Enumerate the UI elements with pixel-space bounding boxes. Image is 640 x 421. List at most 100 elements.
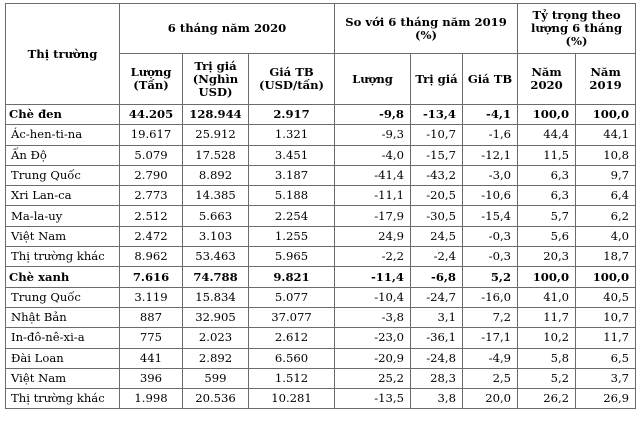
table-row: Trung Quốc 3.119 15.834 5.077 -10,4 -24,7 -16,… bbox=[5, 286, 637, 308]
table-row: Thị trường khác 8.962 53.463 5.965 -2,2 -2,4-… bbox=[5, 246, 637, 268]
cell-share-2019: 6,2 bbox=[575, 205, 637, 227]
cell-cmp-volume: -4,0 bbox=[334, 144, 411, 166]
cell-avg-price: 1.512 bbox=[248, 367, 335, 390]
cell-volume: 775 bbox=[119, 327, 183, 349]
cell-value: 14.385 bbox=[182, 185, 249, 207]
cell-avg-price: 5.077 bbox=[248, 286, 335, 308]
cell-cmp-price: 20,0 bbox=[461, 388, 519, 410]
cell-cmp-volume: -17,9 bbox=[334, 205, 411, 227]
cell-cmp-price: -10,6 bbox=[461, 185, 519, 207]
cell-share-2020: 10,2 bbox=[517, 327, 577, 349]
table-row: Đài Loan 441 2.892 6.560 -20,9 -24,8 -4,9 5,8 6,… bbox=[5, 347, 637, 369]
cell-avg-price: 2.612 bbox=[248, 327, 335, 349]
cell-share-2020: 6,3 bbox=[517, 164, 577, 187]
cell-cmp-price: 2,5 bbox=[461, 367, 519, 390]
cell-volume: 1.998 bbox=[119, 388, 183, 410]
cell-share-2020: 11,5 bbox=[517, 144, 577, 166]
cell-cmp-volume: -20,9 bbox=[334, 347, 411, 369]
cell-avg-price: 10.281 bbox=[248, 388, 335, 410]
cell-cmp-value: -24,8 bbox=[410, 347, 463, 369]
table-row: Nhật Bản 887 32.905 37.077 -3,8 3,1 7,2 11,7 10,… bbox=[5, 306, 637, 329]
cell-market: Thị trường khác bbox=[5, 388, 120, 410]
cell-cmp-volume: -9,8 bbox=[334, 103, 411, 126]
cell-market: Chè xanh bbox=[5, 266, 120, 288]
cell-cmp-volume: 25,2 bbox=[334, 367, 411, 390]
cell-share-2020: 5,8 bbox=[517, 347, 577, 369]
cell-market: Ấn Độ bbox=[5, 144, 120, 166]
cell-market: Trung Quốc bbox=[5, 164, 120, 187]
cell-value: 3.103 bbox=[182, 225, 249, 248]
cell-cmp-volume: -23,0 bbox=[334, 327, 411, 349]
header-year-2020: Năm 2020 bbox=[517, 53, 577, 105]
table-row: Ấn Độ 5.079 17.528 3.451 -4,0 -15,7 -12,1 11,5 1… bbox=[5, 144, 637, 166]
cell-share-2019: 10,7 bbox=[575, 306, 637, 329]
cell-cmp-price: 5,2 bbox=[461, 266, 519, 288]
cell-volume: 2.790 bbox=[119, 164, 183, 187]
cell-share-2020: 41,0 bbox=[517, 286, 577, 308]
cell-value: 32.905 bbox=[182, 306, 249, 329]
cell-cmp-price: -4,9 bbox=[461, 347, 519, 369]
cell-cmp-value: -2,4 bbox=[410, 246, 463, 268]
header-year-2019: Năm 2019 bbox=[575, 53, 637, 105]
cell-share-2020: 6,3 bbox=[517, 185, 577, 207]
cell-volume: 2.773 bbox=[119, 185, 183, 207]
cell-value: 8.892 bbox=[182, 164, 249, 187]
cell-share-2020: 5,7 bbox=[517, 205, 577, 227]
cell-share-2020: 100,0 bbox=[517, 266, 577, 288]
cell-volume: 8.962 bbox=[119, 246, 183, 268]
cell-avg-price: 3.451 bbox=[248, 144, 335, 166]
cell-market: Việt Nam bbox=[5, 225, 120, 248]
cell-avg-price: 3.187 bbox=[248, 164, 335, 187]
cell-share-2019: 40,5 bbox=[575, 286, 637, 308]
cell-cmp-volume: 24,9 bbox=[334, 225, 411, 248]
cell-avg-price: 1.321 bbox=[248, 124, 335, 146]
cell-cmp-price: -17,1 bbox=[461, 327, 519, 349]
cell-volume: 44.205 bbox=[119, 103, 183, 126]
cell-market: In-đô-nê-xi-a bbox=[5, 327, 120, 349]
table-row: Việt Nam 2.472 3.103 1.255 24,9 24,5 -0,3 5,6 4,… bbox=[5, 225, 637, 248]
cell-cmp-value: -10,7 bbox=[410, 124, 463, 146]
cell-volume: 396 bbox=[119, 367, 183, 390]
cell-share-2019: 11,7 bbox=[575, 327, 637, 349]
cell-market: Việt Nam bbox=[5, 367, 120, 390]
cell-volume: 3.119 bbox=[119, 286, 183, 308]
cell-share-2019: 100,0 bbox=[575, 103, 637, 126]
header-avg-price: Giá TB (USD/tấn) bbox=[248, 53, 335, 105]
cell-value: 2.892 bbox=[182, 347, 249, 369]
cell-value: 5.663 bbox=[182, 205, 249, 227]
cell-cmp-value: -30,5 bbox=[410, 205, 463, 227]
header-market: Thị trường bbox=[5, 3, 120, 105]
cell-market: Chè đen bbox=[5, 103, 120, 126]
cell-share-2019: 4,0 bbox=[575, 225, 637, 248]
cell-market: Trung Quốc bbox=[5, 286, 120, 308]
cell-market: Ma-la-uy bbox=[5, 205, 120, 227]
tea-market-table: Thị trường 6 tháng năm 2020 So với 6 thá… bbox=[5, 3, 637, 410]
cell-share-2020: 11,7 bbox=[517, 306, 577, 329]
header-volume: Lượng (Tấn) bbox=[119, 53, 183, 105]
table-row: Trung Quốc 2.790 8.892 3.187 -41,4 -43,2 -3,0 6… bbox=[5, 164, 637, 187]
table-row: Việt Nam 396 599 1.512 25,2 28,3 2,5 5,2 3,7 bbox=[5, 367, 637, 390]
cell-avg-price: 2.917 bbox=[248, 103, 335, 126]
header-period-2020: 6 tháng năm 2020 bbox=[119, 3, 335, 54]
cell-volume: 441 bbox=[119, 347, 183, 369]
cell-market: Xri Lan-ca bbox=[5, 185, 120, 207]
cell-cmp-value: -6,8 bbox=[410, 266, 463, 288]
cell-avg-price: 9.821 bbox=[248, 266, 335, 288]
cell-avg-price: 5.188 bbox=[248, 185, 335, 207]
cell-avg-price: 37.077 bbox=[248, 306, 335, 329]
cell-avg-price: 5.965 bbox=[248, 246, 335, 268]
cell-cmp-value: -36,1 bbox=[410, 327, 463, 349]
header-cmp-volume: Lượng bbox=[334, 53, 411, 105]
cell-cmp-volume: -2,2 bbox=[334, 246, 411, 268]
cell-value: 599 bbox=[182, 367, 249, 390]
cell-share-2019: 3,7 bbox=[575, 367, 637, 390]
cell-avg-price: 1.255 bbox=[248, 225, 335, 248]
cell-cmp-value: -20,5 bbox=[410, 185, 463, 207]
cell-value: 25.912 bbox=[182, 124, 249, 146]
cell-share-2020: 5,6 bbox=[517, 225, 577, 248]
table-row: In-đô-nê-xi-a 775 2.023 2.612 -23,0 -36,1 -17,… bbox=[5, 327, 637, 349]
cell-cmp-volume: -10,4 bbox=[334, 286, 411, 308]
cell-avg-price: 2.254 bbox=[248, 205, 335, 227]
cell-market: Nhật Bản bbox=[5, 306, 120, 329]
cell-cmp-value: 28,3 bbox=[410, 367, 463, 390]
